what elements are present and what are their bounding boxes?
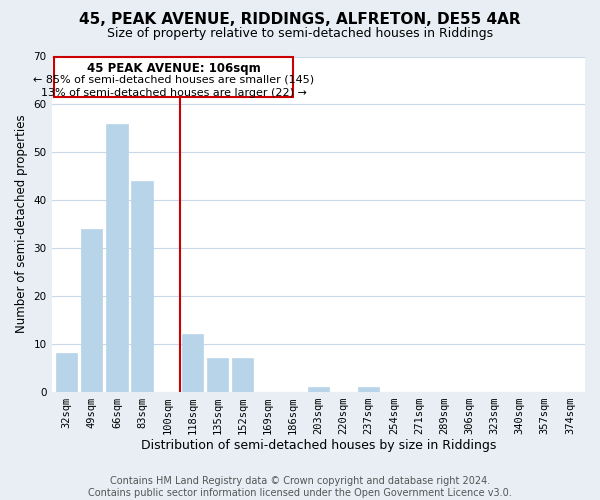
Bar [56,354,77,392]
Text: 45 PEAK AVENUE: 106sqm: 45 PEAK AVENUE: 106sqm [87,62,260,75]
Text: 13% of semi-detached houses are larger (22) →: 13% of semi-detached houses are larger (… [41,88,307,98]
Bar [207,358,229,392]
X-axis label: Distribution of semi-detached houses by size in Riddings: Distribution of semi-detached houses by … [140,440,496,452]
Bar [358,387,379,392]
Y-axis label: Number of semi-detached properties: Number of semi-detached properties [15,114,28,334]
Text: ← 85% of semi-detached houses are smaller (145): ← 85% of semi-detached houses are smalle… [33,74,314,85]
Text: Size of property relative to semi-detached houses in Riddings: Size of property relative to semi-detach… [107,28,493,40]
Bar [232,358,253,392]
Text: Contains HM Land Registry data © Crown copyright and database right 2024.
Contai: Contains HM Land Registry data © Crown c… [88,476,512,498]
Bar [182,334,203,392]
Text: 45, PEAK AVENUE, RIDDINGS, ALFRETON, DE55 4AR: 45, PEAK AVENUE, RIDDINGS, ALFRETON, DE5… [79,12,521,28]
Bar [131,181,153,392]
FancyBboxPatch shape [54,56,293,97]
Bar [308,387,329,392]
Bar [106,124,128,392]
Bar [81,229,103,392]
